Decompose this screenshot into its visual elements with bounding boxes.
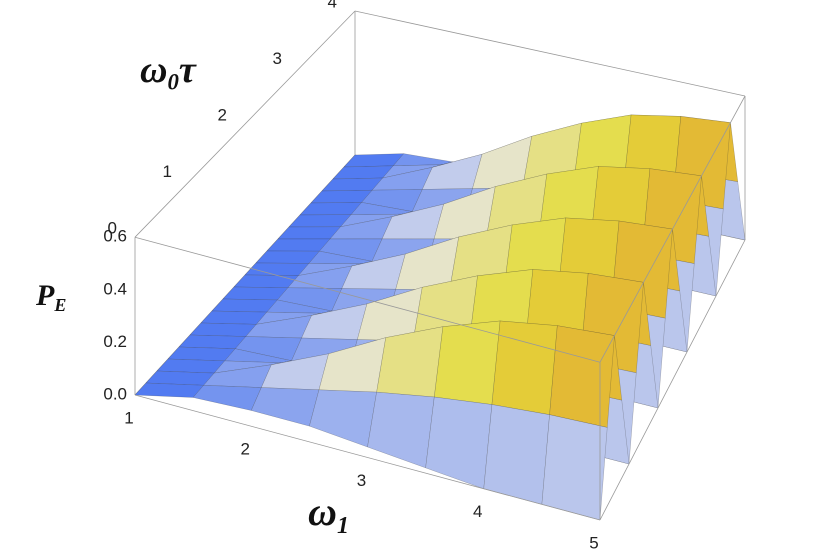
- surface-patch: [266, 238, 331, 252]
- surface-patch: [541, 414, 608, 521]
- y-axis-label-tail: τ: [179, 49, 197, 91]
- surface-patch: [392, 153, 453, 166]
- surface-patch: [211, 298, 278, 313]
- surface-patch: [192, 385, 262, 411]
- box-edge: [134, 394, 601, 521]
- box-edge: [134, 10, 356, 238]
- z-axis-label-sub: E: [53, 295, 66, 315]
- z-tick-label: 0.6: [103, 227, 127, 246]
- surface-patch: [167, 346, 236, 362]
- y-axis-label-main: ω: [140, 49, 167, 91]
- z-tick-label: 0.0: [103, 384, 127, 403]
- surface-patch: [434, 320, 501, 405]
- x-tick-label: 1: [124, 408, 133, 427]
- box-front: [134, 95, 746, 521]
- surface-patch: [425, 396, 493, 489]
- box-edge: [599, 239, 746, 521]
- surface-patch: [178, 334, 247, 349]
- surface: [134, 114, 746, 521]
- y-tick-label: 2: [218, 106, 227, 125]
- surface-patch: [255, 250, 320, 264]
- z-tick-label: 0.2: [103, 332, 127, 351]
- z-tick-label: 0.4: [103, 279, 127, 298]
- surface-patch: [251, 387, 320, 427]
- x-tick-label: 2: [241, 440, 250, 459]
- y-axis-label: ω0τ: [140, 49, 197, 95]
- z-axis-label: PE: [35, 279, 66, 315]
- surface-patch: [200, 310, 268, 325]
- y-axis-label-sub: 0: [167, 70, 178, 95]
- box-edge: [354, 10, 746, 97]
- surface-patch: [134, 382, 204, 398]
- box-edge: [599, 95, 746, 363]
- surface-patch: [483, 404, 550, 505]
- surface-patch: [189, 322, 257, 337]
- surface-patch: [549, 325, 615, 428]
- x-tick-label: 3: [357, 471, 366, 490]
- box-edge: [134, 236, 601, 363]
- y-tick-label: 1: [163, 162, 172, 181]
- surface-patch: [156, 358, 226, 374]
- surface-patch: [222, 286, 289, 301]
- surface-patch: [367, 391, 435, 469]
- y-tick-label: 4: [328, 0, 337, 11]
- surface-patch: [277, 226, 341, 240]
- surface-patch: [491, 320, 558, 415]
- x-axis-label: ω1: [308, 489, 349, 539]
- x-tick-label: 5: [589, 533, 598, 552]
- surface-patch: [145, 370, 215, 386]
- y-tick-label: 0: [108, 219, 117, 238]
- z-axis-label-main: P: [35, 279, 55, 312]
- x-tick-label: 4: [473, 502, 482, 521]
- surface-patch: [309, 389, 377, 448]
- x-axis-label-sub: 1: [337, 513, 349, 539]
- y-tick-label: 3: [273, 49, 282, 68]
- x-axis-label-main: ω: [308, 489, 337, 534]
- surface-patch: [233, 274, 299, 288]
